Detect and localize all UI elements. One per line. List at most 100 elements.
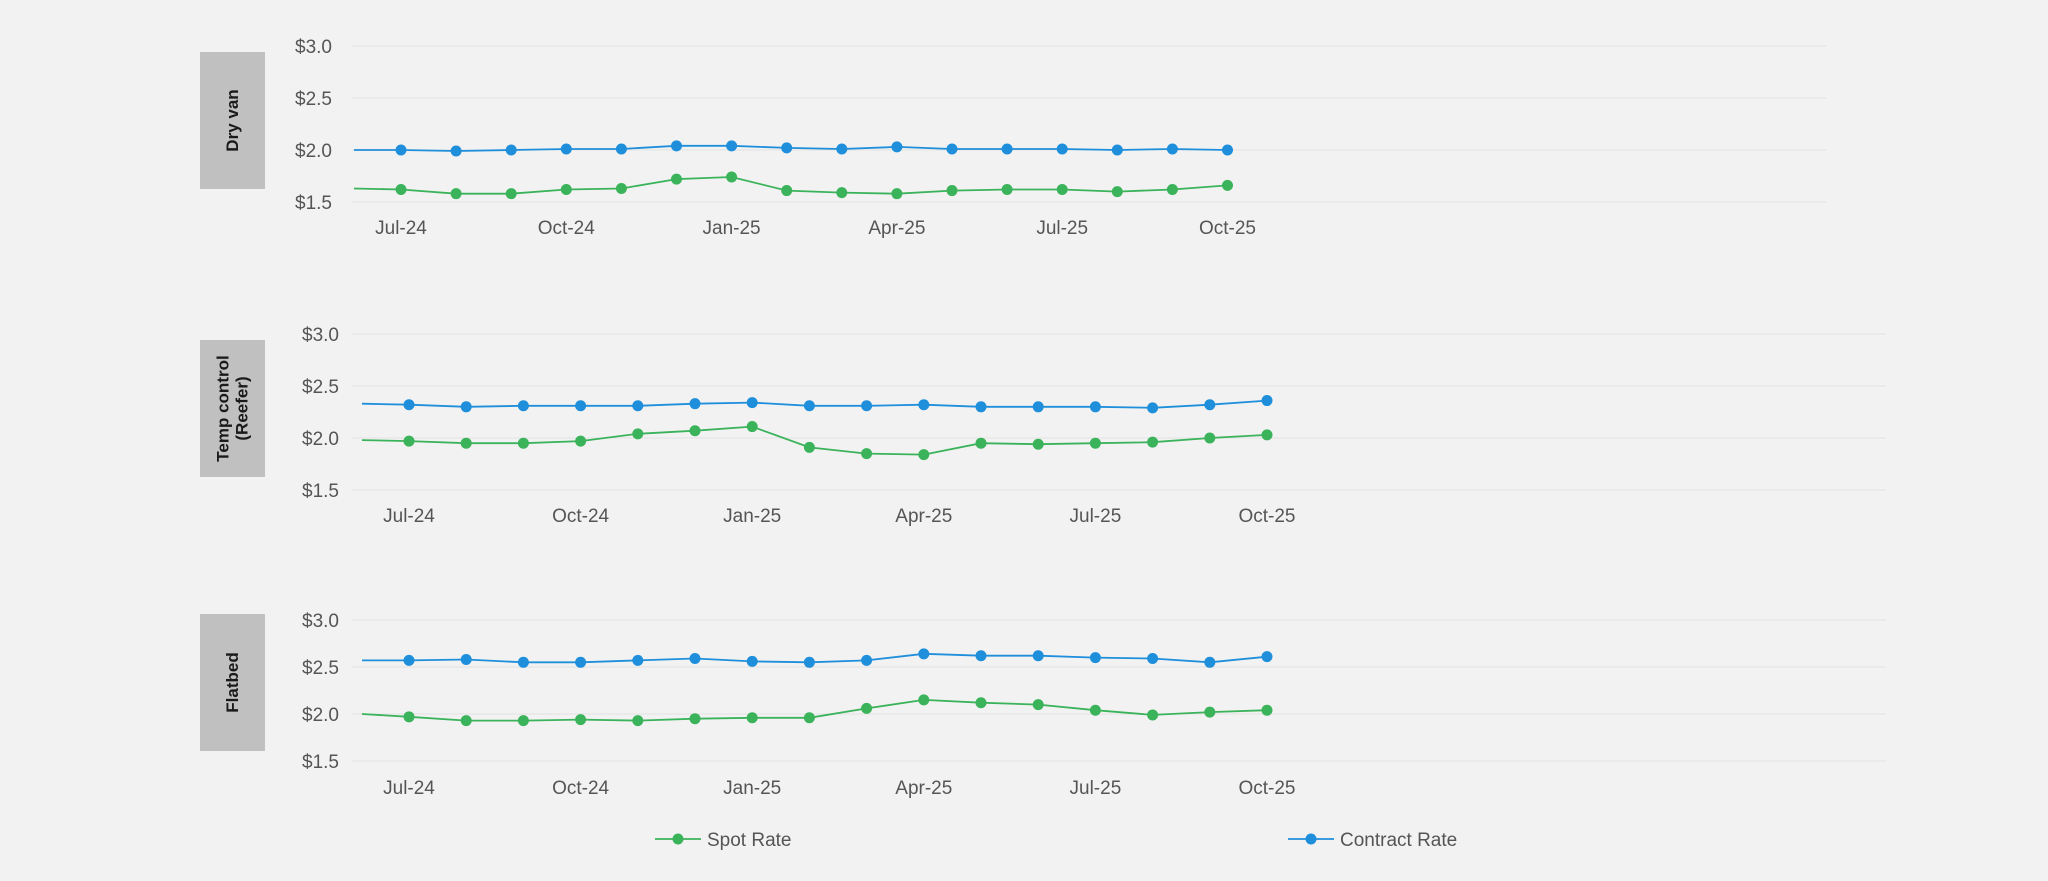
y-tick-label: $3.0 [302, 611, 339, 632]
data-point-contract-rate [1222, 144, 1233, 156]
y-tick-label: $2.5 [295, 89, 332, 110]
data-point-contract-rate [918, 399, 930, 411]
x-tick-label: Jan-25 [723, 506, 781, 527]
y-tick-label: $2.5 [302, 377, 339, 398]
data-point-spot-rate [918, 449, 930, 461]
data-point-contract-rate [560, 143, 572, 155]
data-point-contract-rate [1032, 650, 1044, 662]
data-point-spot-rate [1089, 704, 1101, 716]
data-point-spot-rate [689, 713, 701, 725]
data-point-contract-rate [575, 400, 587, 412]
data-point-contract-rate [1089, 652, 1101, 664]
panel-label: Flatbed [223, 652, 242, 712]
data-point-contract-rate [803, 656, 815, 668]
data-point-spot-rate [1089, 437, 1101, 449]
data-point-spot-rate [1147, 709, 1159, 721]
data-point-spot-rate [505, 188, 517, 200]
data-point-contract-rate [517, 400, 529, 412]
x-tick-label: Apr-25 [895, 778, 952, 799]
y-tick-label: $2.0 [295, 141, 332, 162]
data-point-spot-rate [575, 714, 587, 726]
panel-label: Temp control [214, 355, 233, 461]
data-point-spot-rate [450, 188, 462, 200]
data-point-contract-rate [1056, 143, 1068, 155]
data-point-contract-rate [1089, 401, 1101, 413]
data-point-contract-rate [1001, 143, 1013, 155]
data-point-spot-rate [575, 435, 587, 447]
data-point-spot-rate [517, 437, 529, 449]
data-point-spot-rate [1032, 438, 1044, 450]
data-point-spot-rate [403, 435, 415, 447]
x-tick-label: Jul-25 [1070, 778, 1122, 799]
data-point-spot-rate [975, 437, 987, 449]
legend: Spot Rate Contract Rate [655, 830, 1457, 851]
data-point-spot-rate [746, 712, 758, 724]
data-point-spot-rate [746, 421, 758, 433]
data-point-contract-rate [403, 399, 415, 411]
panel-label-box [200, 614, 265, 751]
data-point-contract-rate [746, 655, 758, 667]
data-point-spot-rate [1032, 699, 1044, 711]
data-point-contract-rate [891, 141, 903, 153]
data-point-spot-rate [517, 715, 529, 727]
data-point-contract-rate [918, 648, 930, 660]
data-point-spot-rate [1147, 436, 1159, 448]
data-point-contract-rate [1261, 395, 1273, 407]
data-point-spot-rate [460, 437, 472, 449]
legend-item-spot-rate: Spot Rate [655, 830, 792, 851]
data-point-contract-rate [460, 653, 472, 665]
y-tick-label: $1.5 [302, 481, 339, 502]
y-tick-label: $2.0 [302, 429, 339, 450]
data-point-spot-rate [689, 425, 701, 437]
data-point-contract-rate [746, 397, 758, 409]
x-tick-label: Oct-24 [552, 506, 609, 527]
x-tick-label: Jul-24 [375, 218, 427, 239]
data-point-contract-rate [395, 144, 407, 156]
series-line-spot-rate [361, 425, 1268, 456]
legend-item-contract-rate: Contract Rate [1288, 830, 1457, 851]
data-point-spot-rate [1261, 429, 1273, 441]
x-tick-label: Oct-25 [1199, 218, 1256, 239]
panel-label-box [200, 52, 265, 189]
data-point-contract-rate [946, 143, 958, 155]
data-point-spot-rate [395, 184, 407, 196]
x-tick-label: Apr-25 [895, 506, 952, 527]
data-point-contract-rate [803, 400, 815, 412]
data-point-spot-rate [1204, 432, 1216, 444]
data-point-spot-rate [975, 697, 987, 709]
x-tick-label: Jan-25 [703, 218, 761, 239]
legend-marker [672, 833, 684, 845]
data-point-contract-rate [575, 656, 587, 668]
data-point-contract-rate [671, 140, 682, 152]
legend-label: Spot Rate [707, 830, 792, 851]
data-point-spot-rate [861, 448, 873, 460]
data-point-contract-rate [1261, 651, 1273, 663]
data-point-contract-rate [517, 656, 529, 668]
data-point-contract-rate [632, 400, 644, 412]
data-point-contract-rate [836, 143, 848, 155]
data-point-contract-rate [615, 143, 627, 155]
x-tick-label: Apr-25 [868, 218, 925, 239]
data-point-contract-rate [975, 401, 987, 413]
data-point-contract-rate [861, 654, 873, 666]
chart-panel-2: Flatbed $1.5 $2.0 $2.5 $3.0 Jul-24 Oct-24 Jan-2… [200, 611, 1886, 799]
x-tick-label: Jul-25 [1070, 506, 1122, 527]
data-point-spot-rate [1111, 186, 1123, 198]
data-point-spot-rate [781, 185, 793, 197]
x-tick-label: Oct-25 [1238, 506, 1295, 527]
data-point-contract-rate [505, 144, 517, 156]
y-tick-label: $3.0 [302, 325, 339, 346]
data-point-spot-rate [836, 187, 848, 199]
data-point-spot-rate [1261, 704, 1273, 716]
data-point-contract-rate [689, 653, 701, 665]
data-point-spot-rate [615, 182, 627, 194]
panel-label-box [200, 340, 265, 477]
data-point-spot-rate [1056, 184, 1068, 196]
data-point-contract-rate [1204, 656, 1216, 668]
data-point-contract-rate [1147, 653, 1159, 665]
chart-panel-0: Dry van $1.5 $2.0 $2.5 $3.0 Jul-24 Oct-24 Jan-2… [200, 37, 1826, 239]
data-point-spot-rate [803, 441, 815, 453]
data-point-spot-rate [726, 171, 738, 183]
data-point-spot-rate [803, 712, 815, 724]
